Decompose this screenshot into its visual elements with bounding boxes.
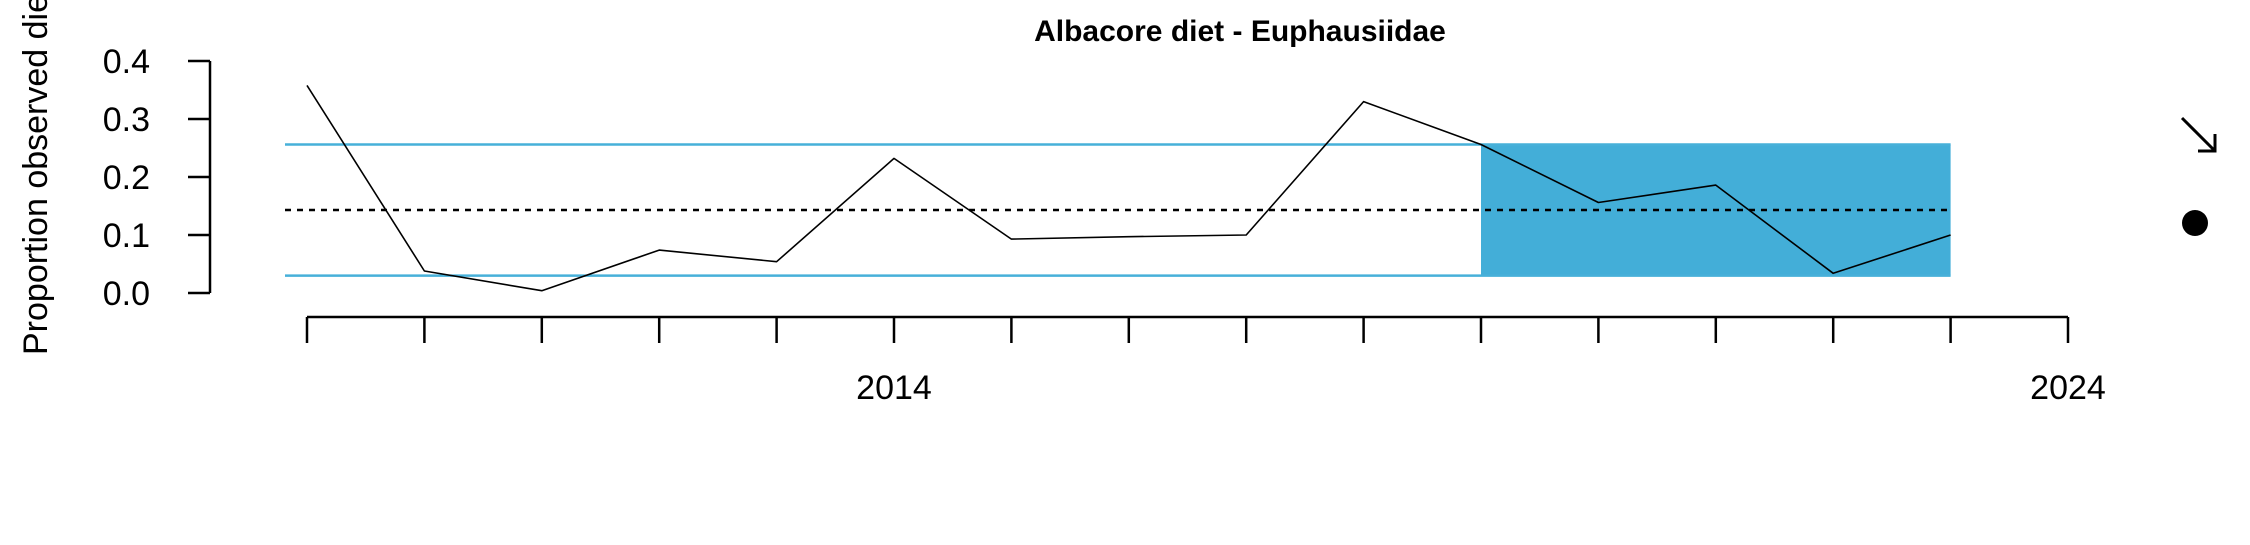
y-axis-label: Proportion observed die (17, 0, 55, 355)
chart-title: Albacore diet - Euphausiidae (1034, 15, 1446, 48)
y-tick-label: 0.2 (103, 159, 150, 197)
y-tick-label: 0.1 (103, 217, 150, 255)
x-tick-label: 2024 (2030, 369, 2106, 407)
y-tick-label: 0.3 (103, 101, 150, 139)
filled-circle-icon (2182, 210, 2208, 236)
y-tick-label: 0.4 (103, 43, 150, 81)
arrow-down-right-icon (2182, 118, 2215, 151)
y-tick-label: 0.0 (103, 275, 150, 313)
x-tick-label: 2014 (856, 369, 932, 407)
